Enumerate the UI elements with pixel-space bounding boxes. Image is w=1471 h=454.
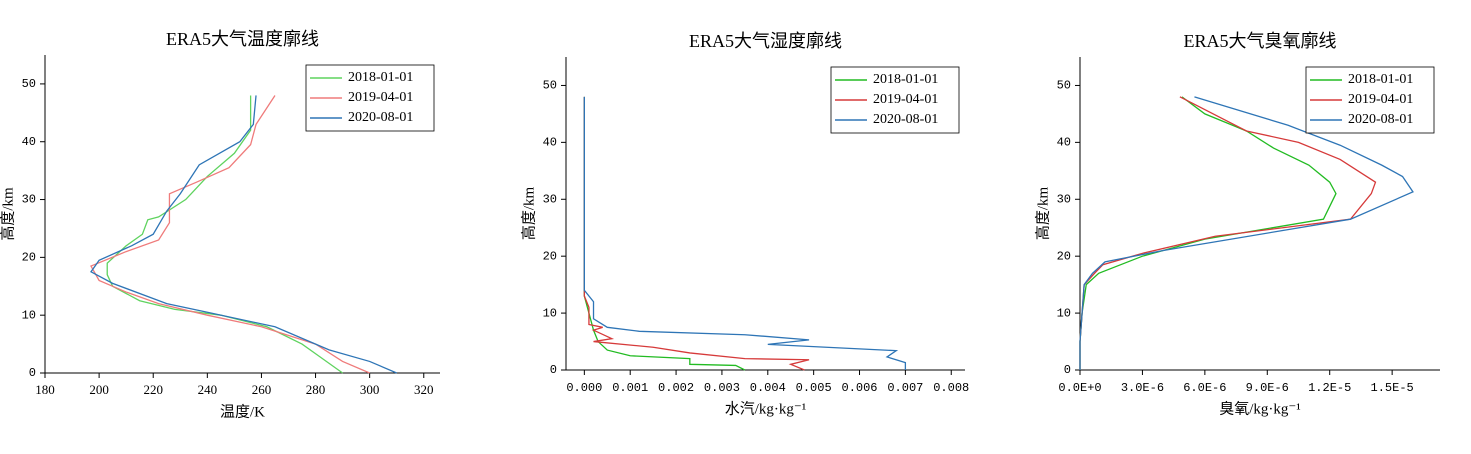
profile-line [106, 95, 343, 374]
y-tick-label: 20 [1057, 249, 1071, 263]
chart-panel: ERA5大气臭氧廓线 0.0E+0 3.0E-6 6.0E-6 9.0E-6 1.2E-5… [1034, 31, 1440, 417]
x-axis-label: 臭氧/kg·kg⁻¹ [1219, 400, 1301, 417]
legend-label: 2018-01-01 [1348, 72, 1413, 87]
x-tick-label: 9.0E-6 [1246, 381, 1289, 395]
x-axis-label: 水汽/kg·kg⁻¹ [725, 400, 807, 417]
y-tick-label: 50 [1057, 79, 1071, 93]
legend-label: 2020-08-01 [348, 110, 413, 125]
y-tick-label: 30 [1057, 192, 1071, 206]
y-tick-label: 30 [22, 193, 36, 207]
chart-title: ERA5大气臭氧廓线 [1184, 31, 1337, 51]
legend-label: 2020-08-01 [873, 112, 938, 127]
profile-line [583, 96, 746, 371]
y-tick-label: 50 [22, 77, 36, 91]
chart-title: ERA5大气湿度廓线 [689, 31, 842, 51]
y-tick-label: 20 [543, 249, 557, 263]
x-tick-label: 260 [252, 382, 272, 397]
profile-line [583, 96, 810, 371]
x-tick-label: 200 [89, 382, 109, 397]
y-tick-label: 30 [543, 192, 557, 206]
y-tick-label: 40 [1057, 136, 1071, 150]
x-tick-label: 1.2E-5 [1308, 381, 1351, 395]
x-tick-label: 6.0E-6 [1183, 381, 1226, 395]
chart-panel: ERA5大气湿度廓线 0.000 0.001 0.002 0.003 0.004 0.005… [520, 31, 969, 417]
y-tick-label: 0 [550, 363, 557, 377]
x-tick-label: 3.0E-6 [1121, 381, 1164, 395]
x-axis-label: 温度/K [220, 403, 265, 420]
y-tick-label: 20 [22, 251, 36, 265]
y-tick-label: 50 [543, 79, 557, 93]
x-tick-label: 0.006 [842, 381, 878, 395]
x-tick-label: 0.003 [704, 381, 740, 395]
y-tick-label: 10 [22, 308, 36, 322]
x-tick-label: 0.0E+0 [1058, 381, 1101, 395]
chart-title: ERA5大气温度廓线 [166, 29, 319, 49]
x-tick-label: 0.001 [612, 381, 648, 395]
x-tick-label: 0.005 [796, 381, 832, 395]
legend-label: 2019-04-01 [873, 92, 938, 107]
legend-label: 2019-04-01 [348, 90, 413, 105]
y-axis-label: 高度/km [520, 187, 537, 241]
legend-label: 2020-08-01 [1348, 112, 1413, 127]
profile-line [90, 95, 397, 374]
legend-label: 2018-01-01 [873, 72, 938, 87]
x-tick-label: 0.008 [933, 381, 969, 395]
x-tick-label: 220 [143, 382, 163, 397]
y-axis-label: 高度/km [1034, 187, 1051, 241]
legend-label: 2018-01-01 [348, 70, 413, 85]
x-tick-label: 0.002 [658, 381, 694, 395]
x-tick-label: 1.5E-5 [1371, 381, 1414, 395]
profile-line [1079, 96, 1377, 370]
profile-line [90, 95, 370, 374]
profile-line [583, 96, 907, 370]
x-tick-label: 180 [35, 382, 55, 397]
profile-line [1079, 96, 1337, 370]
x-tick-label: 300 [360, 382, 380, 397]
x-tick-label: 320 [414, 382, 434, 397]
profile-line [1079, 96, 1414, 370]
y-tick-label: 0 [1064, 363, 1071, 377]
y-tick-label: 10 [543, 306, 557, 320]
y-tick-label: 40 [543, 136, 557, 150]
y-tick-label: 0 [29, 366, 36, 380]
x-tick-label: 0.004 [750, 381, 786, 395]
x-tick-label: 0.007 [887, 381, 923, 395]
legend-label: 2019-04-01 [1348, 92, 1413, 107]
x-tick-label: 240 [198, 382, 218, 397]
x-tick-label: 0.000 [566, 381, 602, 395]
y-tick-label: 10 [1057, 306, 1071, 320]
x-tick-label: 280 [306, 382, 326, 397]
chart-panel: ERA5大气温度廓线 180 200 220 240 260 280 300 320 0 10 20 3… [0, 29, 440, 420]
y-axis-label: 高度/km [0, 187, 16, 241]
y-tick-label: 40 [22, 135, 36, 149]
